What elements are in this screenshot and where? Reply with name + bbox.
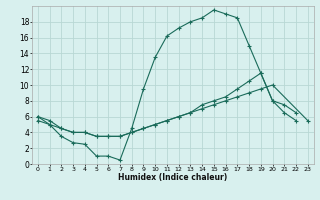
X-axis label: Humidex (Indice chaleur): Humidex (Indice chaleur) [118,173,228,182]
